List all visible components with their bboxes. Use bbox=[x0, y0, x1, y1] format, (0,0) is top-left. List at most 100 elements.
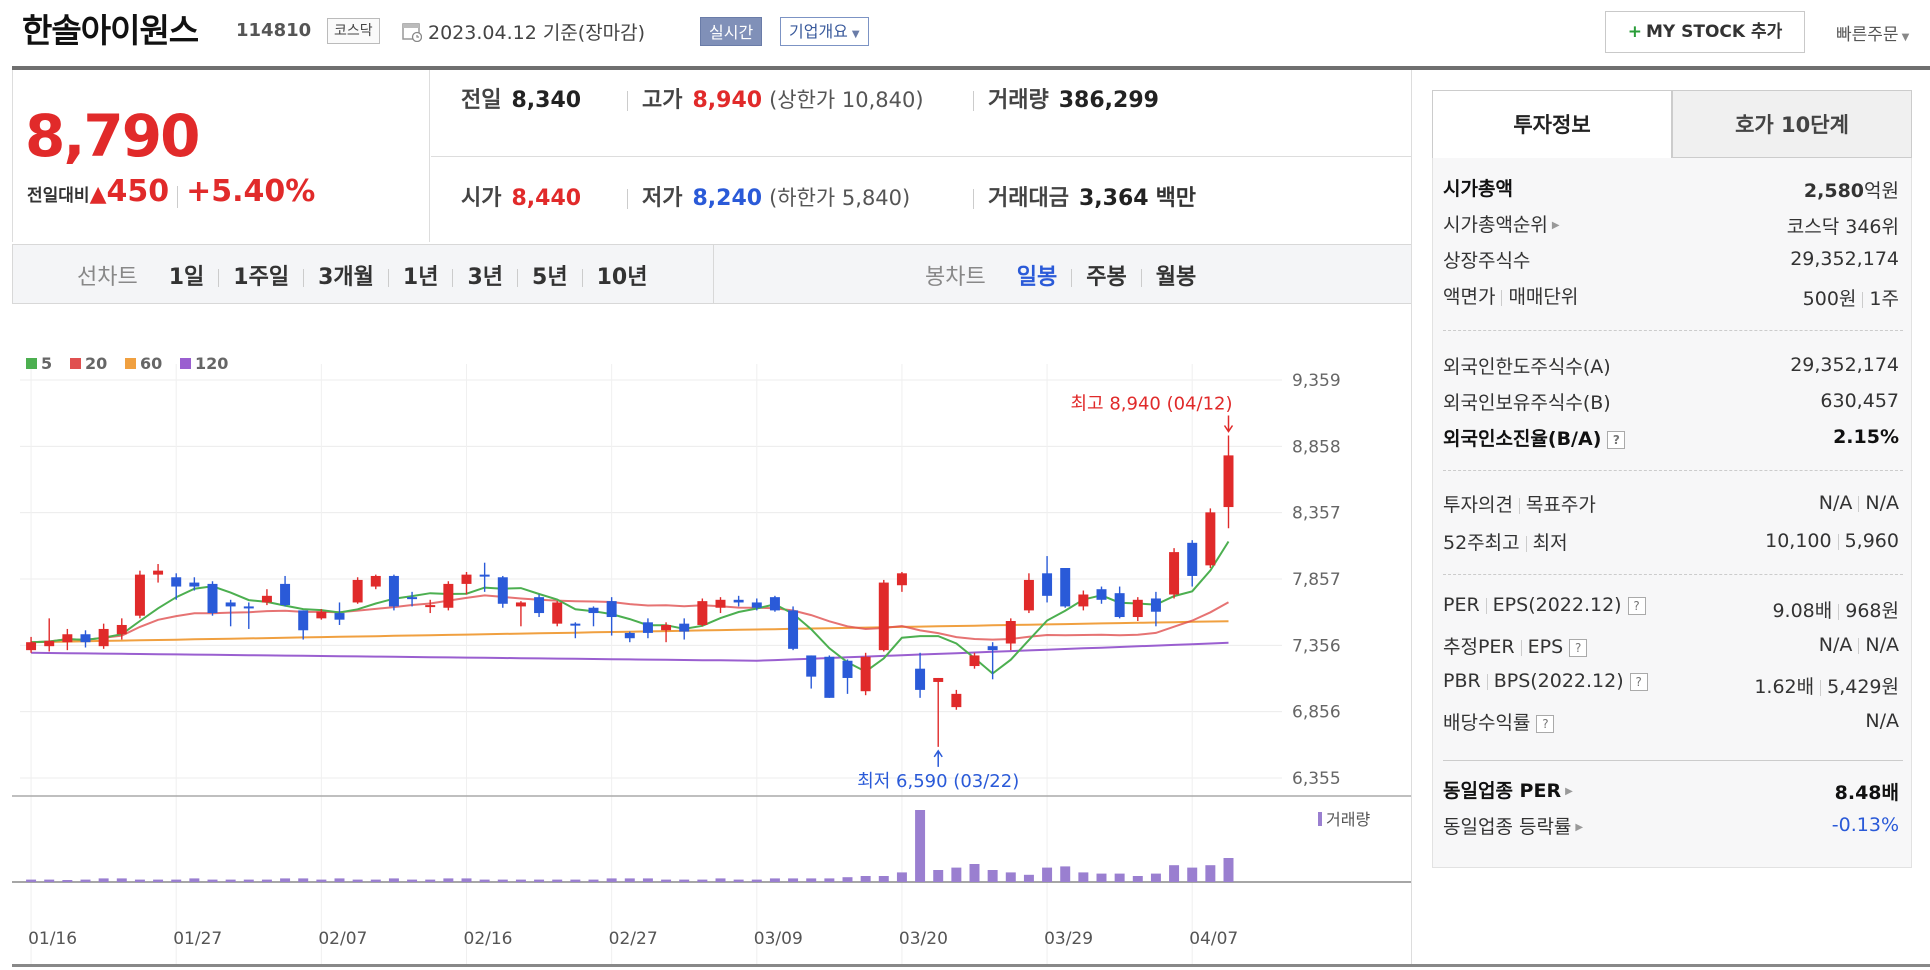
divider bbox=[431, 156, 1412, 157]
legend-swatch bbox=[26, 358, 37, 369]
stock-header: 한솔아이원스 114810 코스닥 2023.04.12 기준(장마감) 실시간… bbox=[0, 0, 1930, 66]
quick-order-button[interactable]: 빠른주문 ▼ bbox=[1836, 20, 1909, 45]
line-period-3[interactable]: 1년 bbox=[402, 265, 439, 290]
par-value: 500원 bbox=[1802, 288, 1857, 310]
candle-chart-label: 봉차트 bbox=[925, 265, 986, 290]
est-per-label: 추정PER bbox=[1443, 636, 1515, 658]
candle-body bbox=[951, 693, 962, 708]
volume-bar bbox=[697, 879, 708, 882]
help-icon[interactable]: ? bbox=[1627, 596, 1646, 615]
upper-limit: (상한가 10,840) bbox=[769, 88, 924, 112]
sector-rate-row[interactable]: 동일업종 등락률 ▶ -0.13% bbox=[1443, 808, 1903, 844]
candle-body bbox=[1023, 579, 1034, 611]
foreign-limit-row: 외국인한도주식수(A) 29,352,174 bbox=[1443, 348, 1903, 384]
candle-body bbox=[515, 602, 526, 607]
change-row: 전일대비▲450 +5.40% bbox=[27, 174, 315, 209]
realtime-button[interactable]: 실시간 bbox=[700, 17, 763, 46]
candle-body bbox=[534, 597, 545, 614]
candle-body bbox=[443, 583, 454, 608]
candle-body bbox=[261, 595, 272, 603]
candle-period-2[interactable]: 월봉 bbox=[1155, 265, 1197, 290]
divider bbox=[387, 269, 389, 287]
x-tick-label: 03/20 bbox=[899, 929, 948, 949]
candle-period-0[interactable]: 일봉 bbox=[1016, 265, 1058, 290]
prev-close-value: 8,340 bbox=[511, 88, 582, 113]
tab-hoga-10[interactable]: 호가 10단계 bbox=[1672, 90, 1912, 158]
arrow-up-icon bbox=[933, 749, 943, 767]
add-mystock-button[interactable]: + MY STOCK 추가 bbox=[1605, 11, 1805, 53]
candle-body bbox=[1114, 593, 1125, 618]
volume-bar bbox=[896, 872, 907, 882]
divider bbox=[1518, 497, 1520, 514]
help-icon[interactable]: ? bbox=[1569, 638, 1588, 657]
help-icon[interactable]: ? bbox=[1607, 430, 1626, 449]
market-cap-rank-row[interactable]: 시가총액순위 ▶ 코스닥 346위 bbox=[1443, 206, 1903, 242]
volume-bar bbox=[751, 879, 762, 882]
volume-bar bbox=[1223, 858, 1234, 882]
min-annotation: 최저 6,590 (03/22) bbox=[857, 771, 1019, 792]
candle-body bbox=[1205, 512, 1216, 566]
volume-bar bbox=[915, 810, 926, 882]
legend-label: 20 bbox=[85, 354, 107, 373]
candle-period-1[interactable]: 주봉 bbox=[1086, 265, 1127, 290]
volume-bar bbox=[515, 879, 526, 882]
candle-body bbox=[697, 601, 708, 625]
price-chart[interactable]: 9,359 8,858 8,357 7,857 7,356 6,856 6,355 01/16… bbox=[12, 304, 1412, 964]
y-tick-label: 7,857 bbox=[1292, 570, 1341, 590]
line-period-2[interactable]: 3개월 bbox=[318, 265, 374, 290]
pbr-value: 1.62배 bbox=[1754, 676, 1815, 698]
candle-body bbox=[370, 575, 381, 587]
bps-label: BPS(2022.12) bbox=[1493, 670, 1624, 692]
divider bbox=[1486, 673, 1488, 690]
market-cap-rank-value: 코스닥 346위 bbox=[1786, 216, 1899, 238]
divider bbox=[1858, 495, 1860, 512]
candle-body bbox=[860, 656, 871, 692]
volume-bar bbox=[860, 876, 871, 882]
low-label: 저가 bbox=[642, 186, 683, 211]
ma-5-line bbox=[31, 540, 1230, 675]
candle-body bbox=[207, 583, 218, 614]
company-overview-label: 기업개요 bbox=[789, 22, 848, 41]
x-tick-label: 02/16 bbox=[464, 929, 513, 949]
lower-limit: (하한가 5,840) bbox=[769, 186, 911, 210]
line-period-6[interactable]: 10년 bbox=[596, 265, 648, 290]
candle-chart-periods: 봉차트 일봉 주봉 월봉 bbox=[925, 259, 1196, 291]
foreign-rate-label: 외국인소진율(B/A) bbox=[1443, 428, 1602, 450]
target-value: N/A bbox=[1865, 492, 1899, 514]
sector-rate-label: 동일업종 등락률 bbox=[1443, 816, 1572, 838]
line-period-5[interactable]: 5년 bbox=[532, 265, 568, 290]
line-period-0[interactable]: 1일 bbox=[168, 265, 205, 290]
shares-value: 29,352,174 bbox=[1790, 248, 1899, 270]
candle-body bbox=[588, 607, 599, 614]
candle-body bbox=[479, 574, 490, 577]
y-tick-label: 6,355 bbox=[1292, 769, 1341, 789]
foreign-limit-label: 외국인한도주식수(A) bbox=[1443, 356, 1611, 378]
sector-per-row[interactable]: 동일업종 PER ▶ 8.48배 bbox=[1443, 772, 1903, 808]
volume-bar bbox=[933, 870, 944, 882]
tab-investment-info[interactable]: 투자정보 bbox=[1432, 90, 1672, 158]
divider bbox=[303, 269, 305, 287]
line-period-4[interactable]: 3년 bbox=[467, 265, 504, 290]
volume-bar bbox=[1132, 876, 1143, 882]
candle-body bbox=[987, 646, 998, 651]
company-overview-button[interactable]: 기업개요 ▼ bbox=[780, 17, 869, 46]
help-icon[interactable]: ? bbox=[1536, 714, 1555, 733]
volume-bar bbox=[552, 879, 563, 882]
help-icon[interactable]: ? bbox=[1629, 672, 1648, 691]
legend-label: 60 bbox=[140, 354, 162, 373]
foreign-hold-value: 630,457 bbox=[1820, 390, 1899, 412]
foreign-hold-row: 외국인보유주식수(B) 630,457 bbox=[1443, 384, 1903, 420]
high-label: 고가 bbox=[642, 88, 683, 113]
shares-label: 상장주식수 bbox=[1443, 250, 1531, 272]
volume-label: 거래량 bbox=[988, 88, 1049, 113]
est-eps-value: N/A bbox=[1865, 634, 1899, 656]
candlestick-chart[interactable]: 9,359 8,858 8,357 7,857 7,356 6,856 6,355 01/16… bbox=[12, 304, 1412, 964]
legend-swatch bbox=[125, 358, 136, 369]
candle-body bbox=[280, 583, 291, 606]
candle-body bbox=[352, 579, 363, 603]
line-period-1[interactable]: 1주일 bbox=[233, 265, 290, 290]
est-per-value: N/A bbox=[1818, 634, 1853, 656]
candle-body bbox=[316, 611, 327, 619]
y-tick-label: 6,856 bbox=[1292, 703, 1341, 723]
volume-bar bbox=[642, 878, 653, 882]
